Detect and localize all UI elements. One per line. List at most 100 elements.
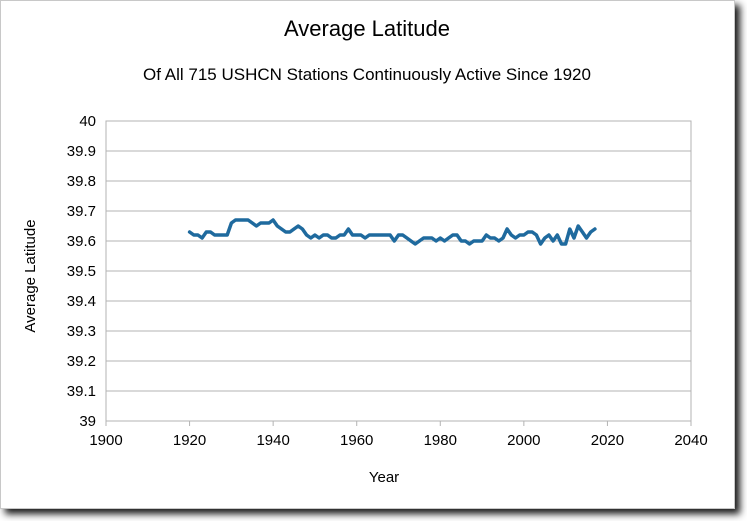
data-point — [217, 233, 220, 237]
data-point — [505, 227, 509, 231]
data-point — [455, 233, 459, 237]
x-tick-label: 2020 — [591, 432, 624, 449]
data-point — [230, 221, 233, 225]
y-tick-label: 39.1 — [67, 383, 96, 400]
data-point — [347, 227, 350, 231]
data-point — [334, 236, 337, 240]
data-point — [577, 224, 580, 228]
data-point — [497, 239, 500, 243]
data-point — [430, 236, 434, 240]
data-point — [338, 233, 342, 237]
y-tick-label: 39.6 — [67, 233, 96, 250]
data-point — [213, 233, 216, 237]
data-point — [518, 233, 521, 237]
data-point — [439, 236, 442, 240]
data-point — [568, 227, 571, 231]
x-tick-label: 1940 — [256, 432, 289, 449]
data-point — [355, 233, 358, 237]
data-point — [309, 236, 312, 240]
data-point — [388, 233, 392, 237]
y-tick-label: 39.9 — [67, 143, 96, 160]
data-point — [460, 239, 463, 243]
data-point — [276, 224, 279, 228]
data-point — [351, 233, 354, 237]
x-tick-label: 2000 — [507, 432, 540, 449]
data-point — [192, 233, 195, 237]
data-point — [255, 224, 258, 228]
data-point — [501, 236, 505, 240]
data-point — [322, 233, 325, 237]
data-point — [451, 233, 454, 237]
data-point — [267, 221, 271, 225]
data-point — [259, 221, 262, 225]
data-point — [426, 236, 429, 240]
data-point — [547, 233, 551, 237]
data-point — [510, 233, 513, 237]
data-point — [493, 236, 496, 240]
data-point — [301, 227, 304, 231]
data-point — [468, 242, 471, 246]
y-tick-label: 39 — [79, 413, 96, 430]
data-point — [359, 233, 363, 237]
data-point — [401, 233, 404, 237]
data-point — [472, 239, 475, 243]
data-point — [200, 236, 204, 240]
chart-title: Average Latitude — [284, 16, 450, 41]
data-point — [414, 242, 417, 246]
data-point — [393, 239, 396, 243]
data-point — [447, 236, 450, 240]
data-point — [384, 233, 388, 237]
data-point — [531, 230, 534, 234]
data-point — [434, 239, 438, 243]
chart-subtitle: Of All 715 USHCN Stations Continuously A… — [143, 65, 591, 84]
data-point — [564, 242, 567, 246]
data-point — [556, 233, 559, 237]
y-tick-label: 39.3 — [67, 323, 96, 340]
x-tick-label: 1920 — [173, 432, 206, 449]
gridlines — [105, 120, 692, 426]
data-point — [246, 218, 250, 222]
data-point — [368, 233, 371, 237]
data-point — [305, 233, 308, 237]
data-point — [526, 230, 530, 234]
data-point — [539, 242, 542, 246]
data-point — [271, 218, 275, 222]
x-tick-label: 2040 — [674, 432, 707, 449]
data-point — [330, 236, 333, 240]
data-point — [514, 236, 517, 240]
data-point — [422, 236, 425, 240]
data-point — [485, 233, 488, 237]
data-point — [543, 236, 546, 240]
data-point — [372, 233, 375, 237]
data-point — [326, 233, 329, 237]
data-point — [288, 230, 292, 234]
data-point — [205, 230, 208, 234]
data-point — [376, 233, 379, 237]
data-point — [238, 218, 241, 222]
y-tick-label: 39.7 — [67, 203, 96, 220]
data-point — [443, 239, 446, 243]
data-point — [418, 239, 421, 243]
data-point — [405, 236, 409, 240]
x-tick-label: 1980 — [424, 432, 457, 449]
x-tick-label: 1900 — [89, 432, 122, 449]
data-point — [551, 239, 555, 243]
data-point — [226, 233, 229, 237]
data-point — [476, 239, 480, 243]
data-point — [560, 242, 563, 246]
y-tick-label: 39.8 — [67, 173, 96, 190]
data-point — [234, 218, 237, 222]
y-tick-label: 40 — [79, 113, 96, 130]
data-point — [196, 233, 200, 237]
tick-labels: 39 39.1 39.2 39.3 39.4 39.5 39.6 39.7 39.8 39.9 40… — [67, 113, 708, 449]
data-point — [251, 221, 254, 225]
data-point — [581, 230, 584, 234]
x-tick-label: 1960 — [340, 432, 373, 449]
data-point — [242, 218, 246, 222]
y-tick-label: 39.5 — [67, 263, 96, 280]
data-point — [409, 239, 413, 243]
data-point — [589, 230, 592, 234]
data-point — [297, 224, 300, 228]
series-layer — [187, 218, 597, 246]
